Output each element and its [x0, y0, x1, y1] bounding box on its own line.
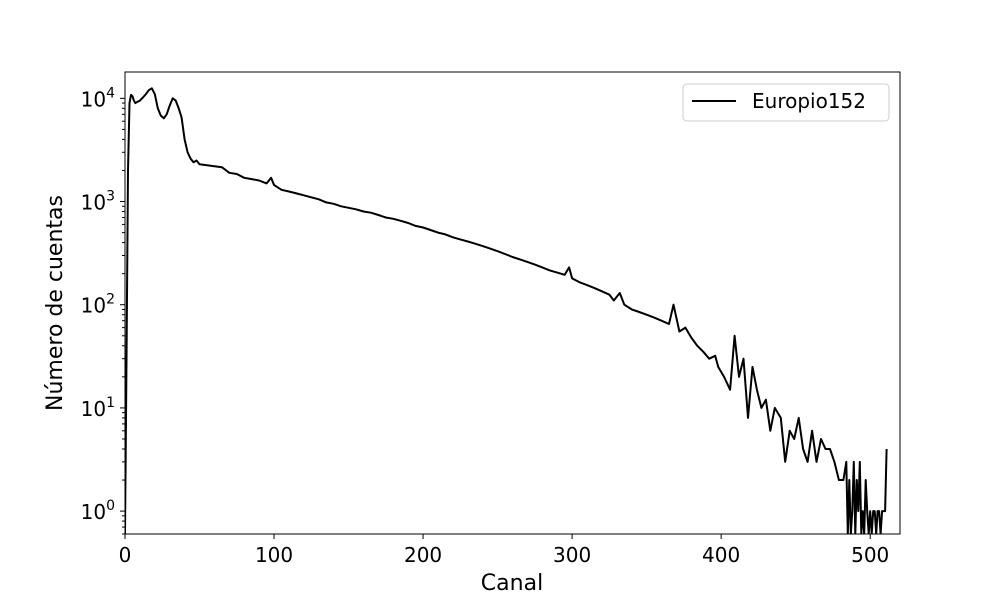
y-tick-label: 103 [81, 189, 115, 215]
x-tick-label: 0 [119, 543, 132, 567]
x-tick-label: 100 [255, 543, 293, 567]
x-tick-label: 400 [702, 543, 740, 567]
legend-label-europio152: Europio152 [752, 89, 866, 113]
series-line-europio152 [125, 87, 888, 534]
x-axis-label: Canal [481, 571, 543, 596]
plot-frame [124, 71, 901, 535]
legend: Europio152 [682, 83, 890, 122]
y-axis: 100 101 102 103 104 [81, 85, 125, 535]
y-tick-label: 104 [81, 85, 115, 111]
x-tick-label: 300 [553, 543, 591, 567]
plot-background [125, 72, 900, 534]
y-tick-label: 102 [81, 292, 115, 318]
y-axis-label: Número de cuentas [43, 195, 68, 411]
x-axis: 0 100 200 300 400 500 [119, 534, 889, 567]
legend-box [682, 83, 890, 122]
plot-area [124, 71, 901, 535]
y-tick-label: 100 [81, 498, 115, 524]
x-tick-label: 500 [851, 543, 889, 567]
y-tick-label: 101 [81, 395, 115, 421]
x-tick-label: 200 [404, 543, 442, 567]
